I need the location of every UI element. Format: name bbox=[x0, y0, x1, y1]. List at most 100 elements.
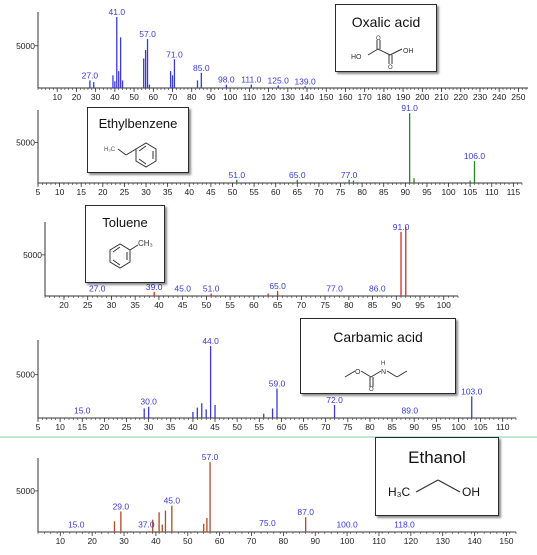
carbamic-acid-peak-label: 59.0 bbox=[269, 379, 286, 389]
svg-text:HO: HO bbox=[351, 54, 362, 61]
oxalic-acid-peak-label: 85.0 bbox=[193, 63, 210, 73]
ethanol-box: Ethanol H₃C OH bbox=[375, 437, 499, 516]
ethanol-peak-label: 57.0 bbox=[202, 452, 219, 462]
oxalic-acid-x-tick-label: 120 bbox=[261, 92, 275, 102]
oxalic-acid-y-tick-label: 5000 bbox=[16, 41, 35, 51]
toluene-x-tick-label: 35 bbox=[130, 300, 140, 310]
carbamic-acid-x-tick-label: 55 bbox=[255, 422, 265, 432]
oxalic-acid-x-tick-label: 140 bbox=[300, 92, 314, 102]
svg-text:O: O bbox=[369, 387, 374, 391]
oxalic-acid-x-tick-label: 90 bbox=[206, 92, 216, 102]
carbamic-acid-x-tick-label: 30 bbox=[144, 422, 154, 432]
toluene-peak-label: 65.0 bbox=[269, 281, 286, 291]
ethylbenzene-peak-label: 65.0 bbox=[289, 170, 306, 180]
carbamic-acid-x-tick-label: 10 bbox=[55, 422, 65, 432]
ethanol-peak-label: 100.0 bbox=[336, 520, 358, 530]
oxalic-acid-peak-label: 98.0 bbox=[218, 75, 235, 85]
ethanol-x-tick-label: 110 bbox=[372, 536, 386, 546]
toluene-x-tick-label: 65 bbox=[273, 300, 283, 310]
ethylbenzene-x-tick-label: 85 bbox=[379, 187, 389, 197]
toluene-x-tick-label: 85 bbox=[368, 300, 378, 310]
carbamic-acid-x-tick-label: 105 bbox=[473, 422, 487, 432]
toluene-peak-label: 39.0 bbox=[146, 282, 163, 292]
oxalic-acid-peak-label: 41.0 bbox=[109, 7, 126, 17]
ethylbenzene-x-tick-label: 65 bbox=[293, 187, 303, 197]
oxalic-acid-x-tick-label: 160 bbox=[338, 92, 352, 102]
carbamic-acid-x-tick-label: 20 bbox=[100, 422, 110, 432]
oxalic-acid-peak-label: 139.0 bbox=[294, 76, 316, 86]
ethanol-x-tick-label: 120 bbox=[404, 536, 418, 546]
ethylbenzene-x-tick-label: 20 bbox=[98, 187, 108, 197]
oxalic-acid-x-tick-label: 30 bbox=[91, 92, 101, 102]
carbamic-acid-x-tick-label: 100 bbox=[451, 422, 465, 432]
svg-text:CH₃: CH₃ bbox=[138, 239, 153, 248]
ethanol-peak-label: 45.0 bbox=[164, 496, 181, 506]
oxalic-acid-peak-label: 111.0 bbox=[241, 75, 261, 85]
ethylbenzene-x-tick-label: 75 bbox=[336, 187, 346, 197]
ethanol-peak-label: 37.0 bbox=[138, 520, 155, 530]
oxalic-acid-x-tick-label: 100 bbox=[223, 92, 237, 102]
carbamic-acid-x-tick-label: 80 bbox=[365, 422, 375, 432]
ethylbenzene-spectrum: 5 10 15 20 25 30 35 40 45 50 55 60 65 70 75 80 85 90 95 100… bbox=[16, 103, 523, 197]
svg-text:O: O bbox=[376, 36, 381, 42]
toluene-structure-icon: CH₃ bbox=[109, 239, 153, 269]
ethanol-x-tick-label: 50 bbox=[183, 536, 193, 546]
svg-text:H₃C: H₃C bbox=[104, 147, 116, 153]
carbamic-acid-x-tick-label: 40 bbox=[188, 422, 198, 432]
svg-text:N: N bbox=[381, 369, 386, 376]
carbamic-acid-x-tick-label: 45 bbox=[210, 422, 220, 432]
oxalic-acid-x-tick-label: 50 bbox=[129, 92, 139, 102]
carbamic-acid-peak-label: 103.0 bbox=[461, 386, 483, 396]
toluene-x-tick-label: 55 bbox=[225, 300, 235, 310]
oxalic-acid-structure-icon: HO OH O O bbox=[351, 36, 414, 69]
oxalic-acid-spectrum: 10 20 30 40 50 60 70 80 90 100 110 120 130 140 150 160 1… bbox=[16, 7, 528, 102]
svg-text:OH: OH bbox=[462, 485, 480, 499]
carbamic-acid-structure-icon: O N H O bbox=[344, 361, 408, 391]
ethylbenzene-x-tick-label: 70 bbox=[314, 187, 324, 197]
ethanol-x-tick-label: 100 bbox=[340, 536, 354, 546]
toluene-x-tick-label: 30 bbox=[107, 300, 117, 310]
oxalic-acid-x-tick-label: 60 bbox=[149, 92, 159, 102]
ethanol-structure-icon: H₃C OH bbox=[388, 479, 480, 499]
carbamic-acid-x-tick-label: 95 bbox=[432, 422, 442, 432]
carbamic-acid-x-tick-label: 70 bbox=[321, 422, 331, 432]
ethylbenzene-x-tick-label: 80 bbox=[357, 187, 367, 197]
carbamic-acid-x-tick-label: 85 bbox=[387, 422, 397, 432]
ethylbenzene-x-tick-label: 30 bbox=[141, 187, 151, 197]
ethylbenzene-y-tick-label: 5000 bbox=[16, 137, 35, 147]
carbamic-acid-x-tick-label: 25 bbox=[122, 422, 132, 432]
ethylbenzene-x-tick-label: 100 bbox=[441, 187, 455, 197]
carbamic-acid-x-tick-label: 110 bbox=[496, 422, 510, 432]
ethylbenzene-peak-label: 77.0 bbox=[341, 170, 358, 180]
ethylbenzene-x-tick-label: 55 bbox=[249, 187, 259, 197]
toluene-x-tick-label: 20 bbox=[59, 300, 69, 310]
ethanol-spectrum: 10 20 30 40 50 60 70 80 90 100 110 120 130 140 150 5000… bbox=[16, 452, 517, 546]
toluene-peak-label: 91.0 bbox=[393, 222, 410, 232]
ethanol-x-tick-label: 40 bbox=[151, 536, 161, 546]
toluene-x-tick-label: 90 bbox=[392, 300, 402, 310]
carbamic-acid-x-tick-label: 50 bbox=[232, 422, 242, 432]
toluene-peak-label: 51.0 bbox=[203, 284, 220, 294]
ethylbenzene-x-tick-label: 45 bbox=[206, 187, 216, 197]
oxalic-acid-peak-label: 125.0 bbox=[268, 75, 290, 85]
toluene-y-tick-label: 5000 bbox=[23, 250, 42, 260]
oxalic-acid-box: Oxalic acid HO OH O O bbox=[335, 4, 437, 72]
ethanol-x-tick-label: 80 bbox=[279, 536, 289, 546]
toluene-x-tick-label: 80 bbox=[344, 300, 354, 310]
toluene-peak-label: 86.0 bbox=[369, 284, 386, 294]
toluene-x-tick-label: 50 bbox=[202, 300, 212, 310]
svg-text:O: O bbox=[388, 65, 393, 69]
toluene-spectrum: 20 25 30 35 40 45 50 55 60 65 70 75 80 85 90 95 100 5000 2… bbox=[23, 222, 459, 310]
ethanol-x-tick-label: 60 bbox=[215, 536, 225, 546]
oxalic-acid-x-tick-label: 210 bbox=[434, 92, 448, 102]
svg-text:H: H bbox=[381, 361, 385, 367]
carbamic-acid-title: Carbamic acid bbox=[333, 329, 423, 345]
oxalic-acid-x-tick-label: 180 bbox=[377, 92, 391, 102]
ethanol-y-tick-label: 5000 bbox=[16, 486, 35, 496]
carbamic-acid-peak-label: 15.0 bbox=[74, 405, 91, 415]
carbamic-acid-y-tick-label: 5000 bbox=[16, 370, 35, 380]
oxalic-acid-x-tick-label: 240 bbox=[492, 92, 506, 102]
ethylbenzene-peak-label: 51.0 bbox=[229, 170, 246, 180]
svg-text:O: O bbox=[355, 369, 361, 376]
